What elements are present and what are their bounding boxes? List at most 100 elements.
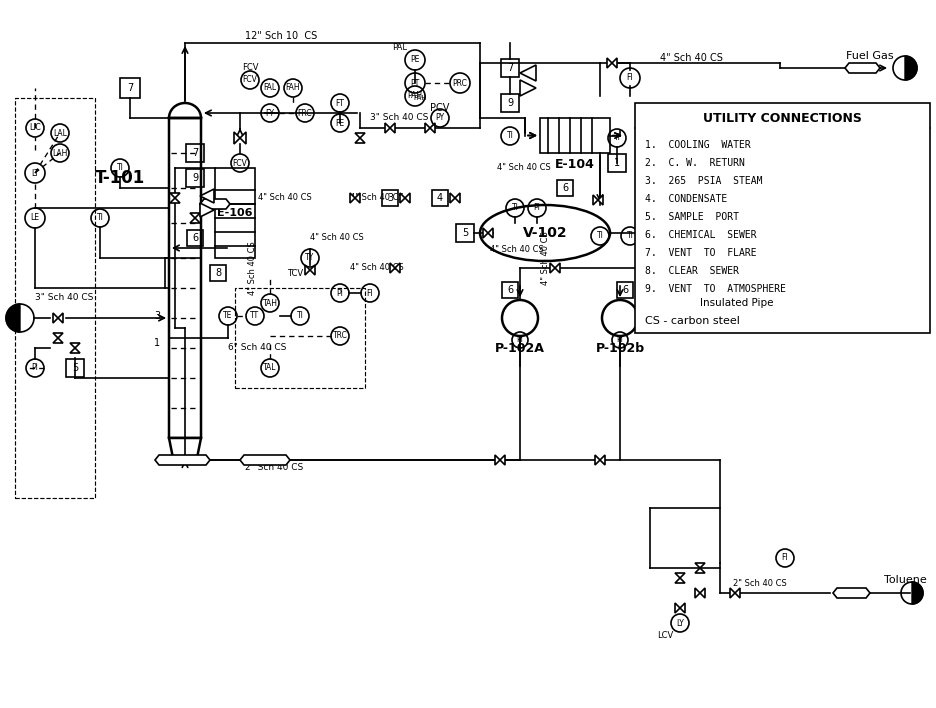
Text: TY: TY: [305, 253, 314, 263]
Polygon shape: [234, 132, 240, 144]
Text: LCV: LCV: [794, 215, 811, 224]
Polygon shape: [850, 263, 855, 273]
Polygon shape: [695, 588, 700, 598]
Text: TI: TI: [297, 312, 303, 321]
Bar: [540, 118, 610, 153]
Text: FI: FI: [627, 74, 634, 83]
Text: FT: FT: [336, 98, 344, 108]
Text: T-101: T-101: [95, 169, 145, 187]
Polygon shape: [862, 263, 895, 273]
Polygon shape: [190, 218, 200, 223]
Text: PI: PI: [534, 203, 540, 212]
Polygon shape: [488, 228, 493, 238]
Polygon shape: [240, 132, 246, 144]
Polygon shape: [910, 258, 920, 278]
Text: PAH: PAH: [407, 91, 422, 101]
Text: 9.  VENT  TO  ATMOSPHERE: 9. VENT TO ATMOSPHERE: [645, 284, 786, 294]
Polygon shape: [810, 228, 815, 238]
Polygon shape: [828, 263, 833, 273]
Text: FE: FE: [335, 118, 344, 127]
Text: TCV: TCV: [287, 268, 303, 278]
Polygon shape: [675, 603, 680, 613]
Text: 4" Sch 40 CS: 4" Sch 40 CS: [350, 263, 403, 273]
Text: 6: 6: [622, 285, 628, 295]
Text: FI: FI: [657, 263, 664, 273]
Text: 4" Sch 40 CS: 4" Sch 40 CS: [660, 53, 723, 63]
Polygon shape: [593, 195, 598, 205]
Text: 8.  CLEAR  SEWER: 8. CLEAR SEWER: [645, 266, 739, 276]
Text: 7: 7: [127, 83, 133, 93]
Text: 7: 7: [507, 63, 513, 73]
Polygon shape: [240, 455, 290, 465]
Text: 5: 5: [461, 228, 468, 238]
Text: LIC: LIC: [754, 224, 766, 232]
Text: 6" Sch 40 CS: 6" Sch 40 CS: [228, 343, 286, 353]
Text: 3.  265  PSIA  STEAM: 3. 265 PSIA STEAM: [645, 176, 763, 186]
Text: FAH: FAH: [285, 84, 300, 93]
Polygon shape: [70, 348, 80, 353]
Polygon shape: [390, 263, 395, 273]
Polygon shape: [695, 563, 705, 568]
Text: 6: 6: [562, 183, 568, 193]
Polygon shape: [675, 578, 685, 583]
Text: Toluene: Toluene: [884, 575, 927, 585]
Text: LE: LE: [31, 214, 39, 222]
Text: 12" Sch 10  CS: 12" Sch 10 CS: [245, 31, 317, 41]
Text: 4" Sch 40 CS: 4" Sch 40 CS: [258, 193, 312, 202]
Text: 4" Sch 40 CS: 4" Sch 40 CS: [248, 241, 257, 295]
Polygon shape: [400, 193, 405, 203]
Text: 9: 9: [192, 173, 198, 183]
Polygon shape: [53, 313, 58, 323]
Text: PI: PI: [617, 336, 623, 345]
Polygon shape: [170, 198, 180, 203]
Text: 3" Sch 40 CS: 3" Sch 40 CS: [370, 113, 429, 122]
Text: E-104: E-104: [555, 159, 595, 171]
Text: LT: LT: [31, 169, 39, 178]
Polygon shape: [355, 133, 365, 138]
Text: LAL: LAL: [53, 128, 67, 137]
Polygon shape: [200, 189, 214, 203]
Polygon shape: [905, 56, 917, 80]
Polygon shape: [425, 123, 430, 133]
Text: PT: PT: [410, 79, 419, 88]
Polygon shape: [200, 199, 230, 209]
Text: TI: TI: [512, 203, 519, 212]
Text: 4" Sch 40 CS: 4" Sch 40 CS: [497, 164, 550, 173]
Text: 7: 7: [192, 148, 198, 158]
Text: 3: 3: [154, 311, 160, 321]
Polygon shape: [305, 265, 310, 275]
Polygon shape: [855, 263, 860, 273]
Text: Fuel Gas: Fuel Gas: [846, 51, 894, 61]
Text: PRC: PRC: [453, 79, 467, 88]
Polygon shape: [520, 65, 536, 81]
Text: 4" Sch 40 CS: 4" Sch 40 CS: [350, 193, 403, 202]
Text: 5.  SAMPLE  PORT: 5. SAMPLE PORT: [645, 212, 739, 222]
Text: 6.  CHEMICAL  SEWER: 6. CHEMICAL SEWER: [645, 230, 756, 240]
Text: 4" Sch 40 CS: 4" Sch 40 CS: [490, 246, 544, 254]
Text: FAL: FAL: [263, 84, 276, 93]
Polygon shape: [845, 63, 880, 73]
Polygon shape: [730, 588, 735, 598]
Text: TI: TI: [626, 232, 634, 241]
Text: PCV: PCV: [431, 103, 449, 113]
Text: 4.  CONDENSATE: 4. CONDENSATE: [645, 194, 727, 204]
Ellipse shape: [480, 205, 610, 261]
Polygon shape: [912, 582, 923, 604]
Polygon shape: [169, 438, 201, 463]
Text: 1: 1: [154, 338, 160, 348]
Polygon shape: [607, 58, 612, 68]
Text: LY: LY: [781, 224, 789, 232]
Text: 2" Sch 40 CS: 2" Sch 40 CS: [245, 464, 303, 472]
Text: LCV: LCV: [657, 632, 673, 641]
Text: TAH: TAH: [262, 299, 277, 307]
Polygon shape: [170, 193, 180, 198]
Polygon shape: [483, 228, 488, 238]
Polygon shape: [6, 304, 20, 332]
Polygon shape: [595, 455, 600, 465]
Polygon shape: [500, 455, 505, 465]
Polygon shape: [350, 193, 355, 203]
Text: 3: 3: [387, 193, 393, 203]
Text: TE: TE: [224, 312, 233, 321]
Circle shape: [502, 300, 538, 336]
Polygon shape: [785, 263, 790, 273]
